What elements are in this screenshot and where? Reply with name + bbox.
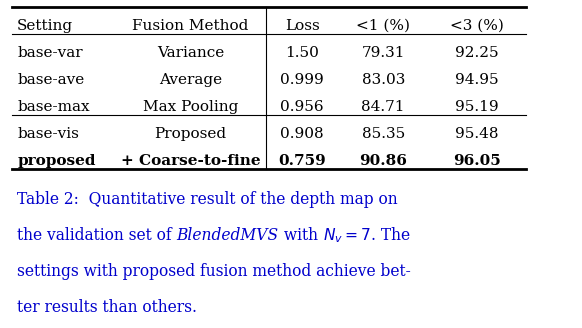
Text: 92.25: 92.25	[455, 46, 499, 60]
Text: 95.19: 95.19	[455, 100, 499, 114]
Text: 96.05: 96.05	[453, 154, 501, 168]
Text: Proposed: Proposed	[154, 127, 226, 141]
Text: 84.71: 84.71	[361, 100, 405, 114]
Text: Max Pooling: Max Pooling	[143, 100, 238, 114]
Text: <1 (%): <1 (%)	[356, 18, 410, 32]
Text: ter results than others.: ter results than others.	[17, 299, 197, 316]
Text: base-vis: base-vis	[17, 127, 79, 141]
Text: base-ave: base-ave	[17, 73, 84, 87]
Text: Average: Average	[159, 73, 222, 87]
Text: Fusion Method: Fusion Method	[132, 18, 249, 32]
Text: <3 (%): <3 (%)	[450, 18, 503, 32]
Text: 85.35: 85.35	[361, 127, 405, 141]
Text: The: The	[375, 227, 410, 244]
Text: 0.759: 0.759	[278, 154, 326, 168]
Text: Setting: Setting	[17, 18, 73, 32]
Text: settings with proposed fusion method achieve bet-: settings with proposed fusion method ach…	[17, 263, 411, 280]
Text: base-max: base-max	[17, 100, 90, 114]
Text: 83.03: 83.03	[361, 73, 405, 87]
Text: 95.48: 95.48	[455, 127, 499, 141]
Text: 0.908: 0.908	[281, 127, 324, 141]
Text: $N_v = 7$.: $N_v = 7$.	[323, 226, 375, 245]
Text: proposed: proposed	[17, 154, 95, 168]
Text: 0.956: 0.956	[281, 100, 324, 114]
Text: 0.999: 0.999	[281, 73, 324, 87]
Text: + Coarse-to-fine: + Coarse-to-fine	[120, 154, 260, 168]
Text: base-var: base-var	[17, 46, 83, 60]
Text: Table 2:  Quantitative result of the depth map on: Table 2: Quantitative result of the dept…	[17, 191, 398, 208]
Text: 94.95: 94.95	[455, 73, 499, 87]
Text: 79.31: 79.31	[361, 46, 405, 60]
Text: with: with	[279, 227, 323, 244]
Text: BlendedMVS: BlendedMVS	[177, 227, 279, 244]
Text: Variance: Variance	[157, 46, 224, 60]
Text: 90.86: 90.86	[359, 154, 407, 168]
Text: the validation set of: the validation set of	[17, 227, 177, 244]
Text: 1.50: 1.50	[285, 46, 319, 60]
Text: Loss: Loss	[285, 18, 320, 32]
